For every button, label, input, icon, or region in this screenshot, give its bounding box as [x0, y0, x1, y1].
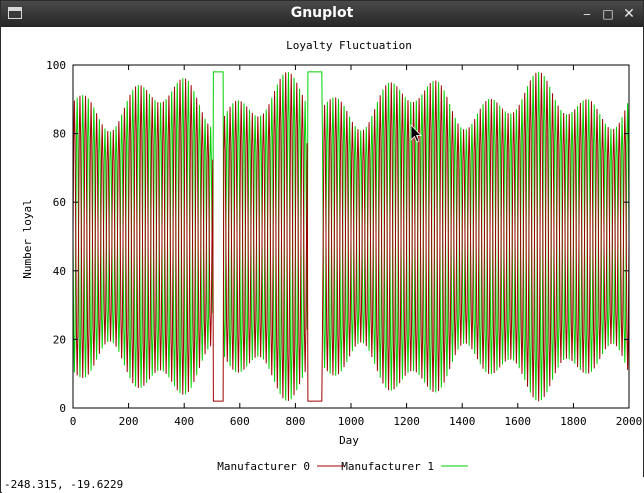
minimize-button[interactable]: ‒	[583, 7, 591, 21]
x-tick-label: 1400	[449, 415, 476, 428]
loyalty-chart[interactable]: Loyalty Fluctuation Number loyal Day 0 20…	[2, 27, 644, 477]
legend-label: Manufacturer 1	[341, 460, 434, 473]
maximize-button[interactable]: □	[602, 7, 614, 21]
x-tick-label: 1200	[393, 415, 420, 428]
x-tick-label: 0	[70, 415, 77, 428]
y-tick-label: 100	[46, 59, 66, 72]
legend: Manufacturer 0 Manufacturer 1	[217, 460, 468, 473]
legend-label: Manufacturer 0	[217, 460, 310, 473]
ticks-layer: 0 200 400 600 800 1000 1200 1400 1600 1800 2000 0 20…	[46, 59, 642, 428]
mouse-pointer-icon	[410, 124, 422, 143]
x-tick-label: 600	[230, 415, 250, 428]
x-tick-label: 800	[285, 415, 305, 428]
window-app-icon[interactable]	[8, 7, 22, 19]
x-tick-label: 1600	[505, 415, 532, 428]
x-tick-label: 200	[119, 415, 139, 428]
x-axis-label: Day	[339, 434, 359, 447]
status-bar: -248.315, -19.6229	[2, 477, 644, 493]
y-tick-label: 20	[53, 333, 66, 346]
y-tick-label: 60	[53, 196, 66, 209]
y-tick-label: 0	[59, 402, 66, 415]
x-tick-label: 400	[174, 415, 194, 428]
x-tick-label: 1800	[560, 415, 587, 428]
title-bar[interactable]: Gnuplot ‒ □ ✕	[1, 1, 643, 27]
y-tick-label: 40	[53, 265, 66, 278]
series-layer	[72, 71, 630, 402]
plot-canvas[interactable]: Loyalty Fluctuation Number loyal Day 0 20…	[2, 27, 644, 477]
close-button[interactable]: ✕	[623, 6, 635, 22]
window-title: Gnuplot	[290, 5, 354, 21]
chart-title: Loyalty Fluctuation	[286, 39, 412, 52]
y-axis-label: Number loyal	[21, 199, 34, 278]
y-tick-label: 80	[53, 128, 66, 141]
series-line-manufacturer-0	[72, 72, 630, 402]
x-tick-label: 1000	[338, 415, 365, 428]
cursor-coordinates: -248.315, -19.6229	[4, 478, 124, 491]
x-tick-label: 2000	[616, 415, 643, 428]
